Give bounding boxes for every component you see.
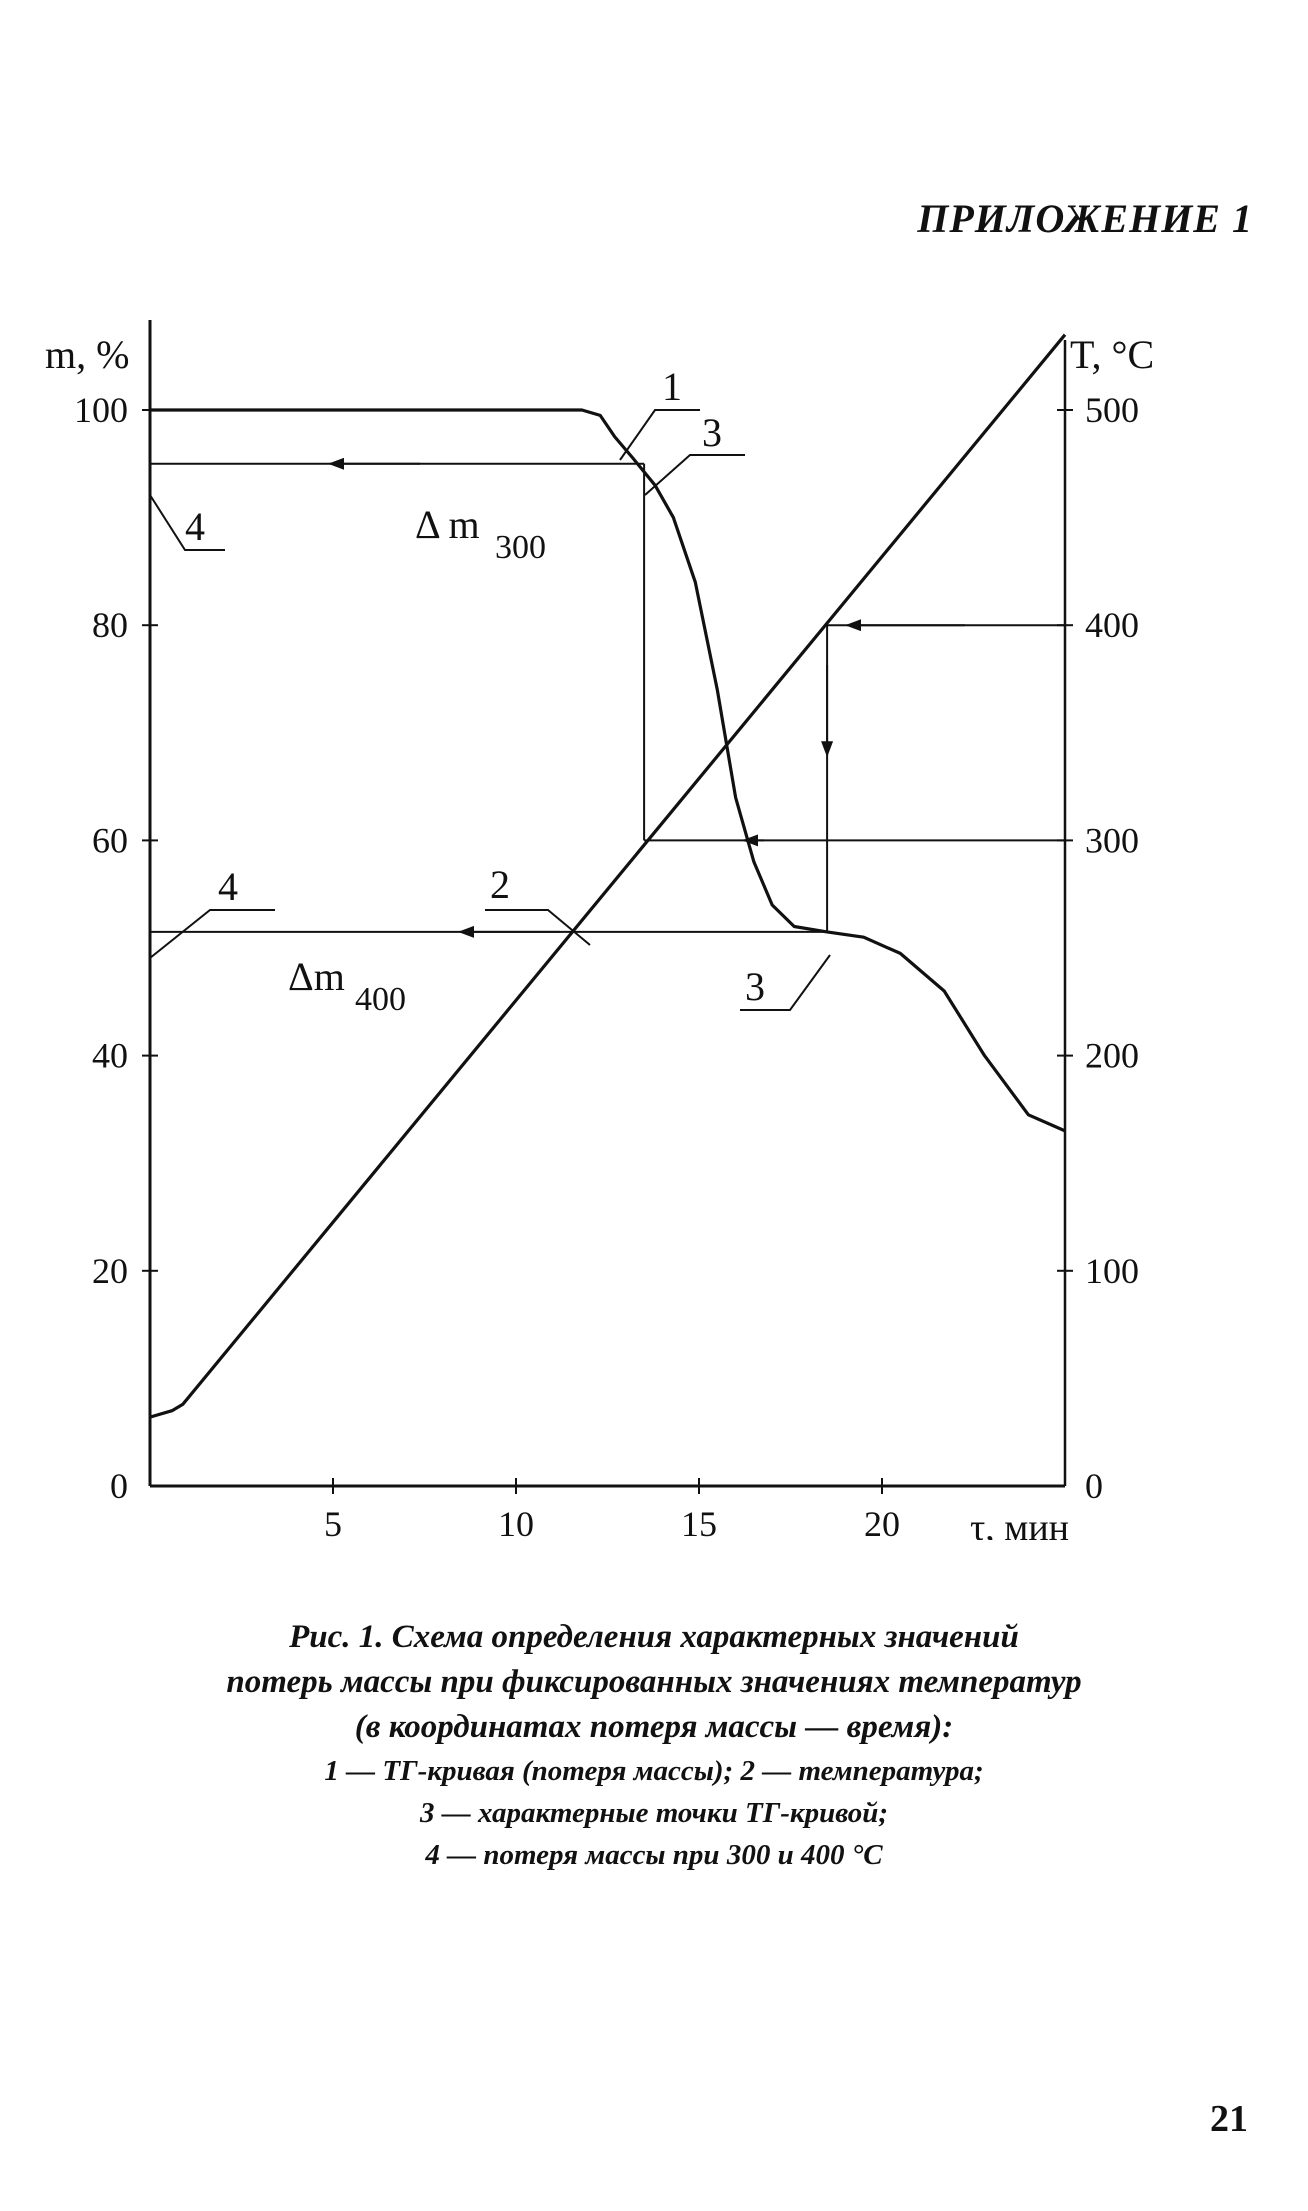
annotations-layer: Δ m 300 Δm 400 <box>288 502 546 1018</box>
y-left-label: m, % <box>45 332 129 377</box>
callout-4-bottom-leader <box>149 909 275 959</box>
series-layer <box>149 333 1067 1419</box>
delta-m400-subscript: 400 <box>355 981 406 1018</box>
appendix-heading: ПРИЛОЖЕНИЕ 1 <box>917 196 1253 241</box>
y-right-tick-label: 100 <box>1085 1251 1139 1291</box>
figure-caption: Рис. 1. Схема определения характерных зн… <box>0 1615 1308 1876</box>
delta-m300-label: Δ m <box>415 502 480 547</box>
y-right-tick-label: 500 <box>1085 390 1139 430</box>
caption-line-6: 4 — потеря массы при 300 и 400 °С <box>425 1839 883 1871</box>
y-left-tick-label: 100 <box>74 390 128 430</box>
delta-m400-label: Δm <box>288 954 345 999</box>
y-left-tick-label: 40 <box>92 1036 128 1076</box>
caption-line-5: 3 — характерные точки ТГ-кривой; <box>419 1797 889 1829</box>
callout-4-top-leader <box>149 494 225 551</box>
callout-1-label: 1 <box>662 364 682 409</box>
tg-chart: m, % T, °C τ, мин 5 10 15 20020406080100010… <box>45 320 1154 1540</box>
series-2-line <box>149 333 1067 1419</box>
caption-line-1: Рис. 1. Схема определения характерных зн… <box>289 1619 1019 1655</box>
caption-line-2: потерь массы при фиксированных значениях… <box>226 1664 1082 1700</box>
callout-4-bottom-label: 4 <box>218 864 238 909</box>
y-right-label: T, °C <box>1070 332 1154 377</box>
callout-2-label: 2 <box>490 862 510 907</box>
callout-1-leader <box>619 409 700 461</box>
delta-m300-subscript: 300 <box>495 529 546 566</box>
y-left-tick-label: 0 <box>110 1466 128 1506</box>
callout-4-top-label: 4 <box>185 504 205 549</box>
y-left-tick-label: 80 <box>92 605 128 645</box>
x-axis-label: τ, мин <box>970 1507 1069 1540</box>
caption-line-3: (в координатах потеря массы — время): <box>354 1709 954 1745</box>
plot-frame <box>148 320 1067 1488</box>
y-right-tick-label: 0 <box>1085 1466 1103 1506</box>
guides-layer <box>150 457 1065 938</box>
page-number: 21 <box>1210 2098 1248 2140</box>
y-left-tick-label: 60 <box>92 820 128 860</box>
series-1-line <box>150 408 1066 1133</box>
x-tick-label: 15 <box>681 1504 717 1540</box>
callout-3-bottom-label: 3 <box>745 964 765 1009</box>
x-tick-label: 10 <box>498 1504 534 1540</box>
y-right-tick-label: 300 <box>1085 820 1139 860</box>
callout-2-leader <box>485 909 591 946</box>
x-tick-label: 20 <box>864 1504 900 1540</box>
caption-line-4: 1 — ТГ-кривая (потеря массы); 2 — темпер… <box>324 1755 984 1787</box>
callout-3-top-label: 3 <box>702 410 722 455</box>
y-right-tick-label: 400 <box>1085 605 1139 645</box>
y-right-tick-label: 200 <box>1085 1036 1139 1076</box>
callout-3-bottom-leader <box>740 954 831 1011</box>
callout-3-top-leader <box>644 454 745 496</box>
y-left-tick-label: 20 <box>92 1251 128 1291</box>
x-tick-label: 5 <box>324 1504 342 1540</box>
